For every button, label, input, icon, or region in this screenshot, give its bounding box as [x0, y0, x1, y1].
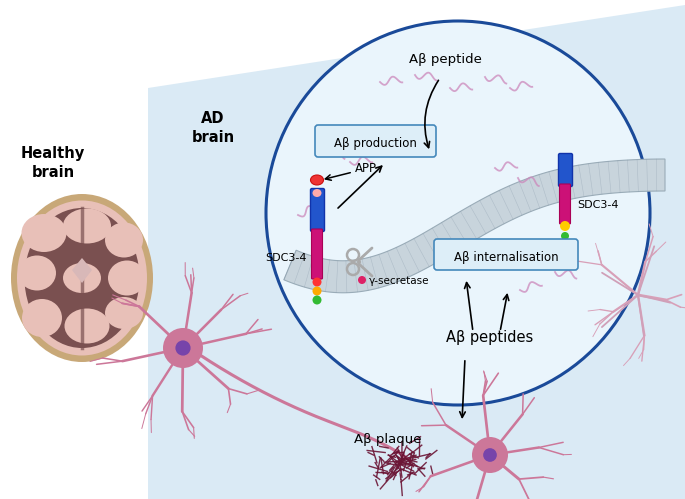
Ellipse shape: [21, 214, 66, 252]
Text: Healthy
brain: Healthy brain: [21, 146, 85, 181]
Circle shape: [483, 448, 497, 462]
Circle shape: [358, 276, 366, 284]
Text: Aβ internalisation: Aβ internalisation: [453, 250, 558, 263]
Circle shape: [266, 21, 650, 405]
Ellipse shape: [105, 223, 143, 257]
Circle shape: [312, 295, 321, 304]
Circle shape: [163, 328, 203, 368]
Ellipse shape: [22, 299, 62, 337]
Polygon shape: [284, 159, 665, 293]
Ellipse shape: [11, 194, 153, 362]
Ellipse shape: [17, 201, 147, 355]
Polygon shape: [72, 258, 92, 283]
FancyBboxPatch shape: [310, 189, 325, 232]
Circle shape: [560, 221, 570, 231]
Text: SDC3-4: SDC3-4: [577, 200, 619, 210]
Text: Aβ production: Aβ production: [334, 137, 416, 150]
Circle shape: [312, 286, 321, 295]
Circle shape: [312, 277, 321, 286]
Ellipse shape: [310, 175, 323, 185]
FancyBboxPatch shape: [558, 154, 573, 187]
Circle shape: [175, 340, 190, 356]
FancyBboxPatch shape: [434, 239, 578, 270]
Ellipse shape: [312, 189, 321, 197]
Text: Aβ peptide: Aβ peptide: [408, 53, 482, 66]
Text: Aβ plaque: Aβ plaque: [354, 433, 422, 446]
Circle shape: [357, 260, 361, 264]
Text: Aβ peptides: Aβ peptides: [447, 330, 534, 345]
Text: SDC3-4: SDC3-4: [266, 253, 307, 263]
Ellipse shape: [63, 263, 101, 293]
FancyBboxPatch shape: [315, 125, 436, 157]
Ellipse shape: [64, 308, 110, 343]
Ellipse shape: [105, 297, 143, 329]
FancyBboxPatch shape: [312, 229, 323, 279]
Ellipse shape: [18, 255, 56, 290]
FancyBboxPatch shape: [560, 184, 571, 224]
Circle shape: [472, 437, 508, 473]
Ellipse shape: [25, 208, 140, 348]
Text: γ-secretase: γ-secretase: [369, 276, 429, 286]
Polygon shape: [148, 5, 685, 499]
Text: APP: APP: [355, 162, 377, 175]
Circle shape: [561, 232, 569, 240]
Ellipse shape: [63, 209, 111, 244]
Text: AD
brain: AD brain: [191, 111, 234, 145]
Ellipse shape: [108, 260, 146, 295]
